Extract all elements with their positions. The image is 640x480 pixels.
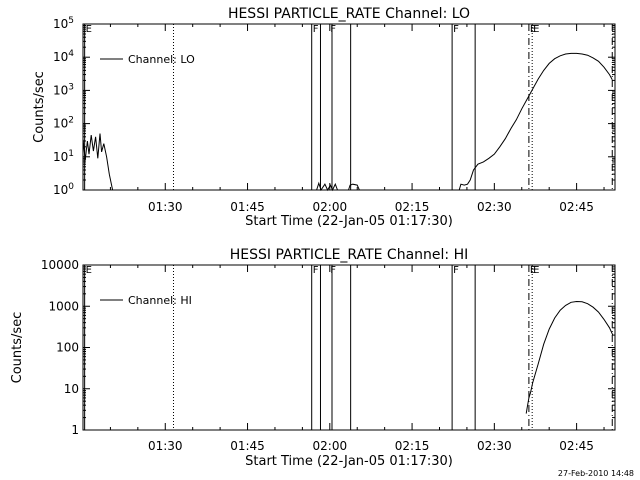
flag-label: E [86, 24, 92, 35]
series-line [525, 300, 614, 414]
flag-label: F [453, 24, 459, 35]
flag-label: E [530, 24, 536, 35]
flag-label: E [533, 24, 539, 35]
x-axis-label: Start Time (22-Jan-05 01:17:30) [245, 214, 453, 229]
flag-label: F [330, 24, 336, 35]
flag-label: F [453, 265, 459, 276]
x-tick-label: 01:30 [148, 439, 183, 453]
x-tick-label: 01:45 [230, 200, 265, 214]
flag-label: F [313, 24, 319, 35]
x-tick-label: 02:30 [477, 200, 512, 214]
series-line [82, 133, 114, 191]
x-tick-label: 02:15 [395, 200, 430, 214]
y-tick-label: 103 [53, 82, 74, 97]
y-tick-label: 10 [64, 382, 79, 396]
legend-label: Channel: LO [128, 53, 195, 66]
x-tick-label: 01:30 [148, 200, 183, 214]
panel-lo: HESSI PARTICLE_RATE Channel: LO 100 101 102… [32, 6, 616, 229]
y-tick-label: 10000 [41, 258, 79, 272]
series-line [458, 52, 613, 191]
legend-label: Channel: HI [128, 294, 192, 307]
chart-title: HESSI PARTICLE_RATE Channel: HI [230, 247, 468, 263]
y-tick-label: 100 [53, 182, 74, 197]
x-tick-label: 02:45 [559, 200, 594, 214]
y-tick-label: 1 [71, 423, 79, 437]
y-tick-label: 101 [53, 149, 74, 164]
x-tick-label: 02:30 [477, 439, 512, 453]
chart-title: HESSI PARTICLE_RATE Channel: LO [228, 6, 470, 22]
plot-frame [82, 23, 616, 191]
series-line [316, 181, 338, 192]
y-axis-label: Counts/sec [10, 312, 25, 384]
plot-frame [82, 264, 616, 431]
series-line [348, 183, 360, 191]
y-tick-label: 105 [53, 16, 74, 31]
x-tick-label: 02:00 [313, 439, 348, 453]
y-tick-label: 102 [53, 116, 74, 131]
flag-label: F [313, 265, 319, 276]
y-axis-label: Counts/sec [32, 71, 47, 143]
y-tick-label: 1000 [48, 299, 79, 313]
panel-hi: HESSI PARTICLE_RATE Channel: HI 1 10 100 100… [10, 247, 616, 469]
x-tick-label: 02:45 [559, 439, 594, 453]
x-tick-label: 02:00 [313, 200, 348, 214]
flag-label: F [330, 265, 336, 276]
flag-label: E [530, 265, 536, 276]
y-tick-label: 104 [53, 49, 74, 64]
x-axis-label: Start Time (22-Jan-05 01:17:30) [245, 454, 453, 469]
x-tick-label: 02:15 [395, 439, 430, 453]
footer-timestamp: 27-Feb-2010 14:48 [557, 469, 634, 478]
x-tick-label: 01:45 [230, 439, 265, 453]
flag-label: E [86, 265, 92, 276]
y-tick-label: 100 [56, 341, 79, 355]
flag-label: E [533, 265, 539, 276]
